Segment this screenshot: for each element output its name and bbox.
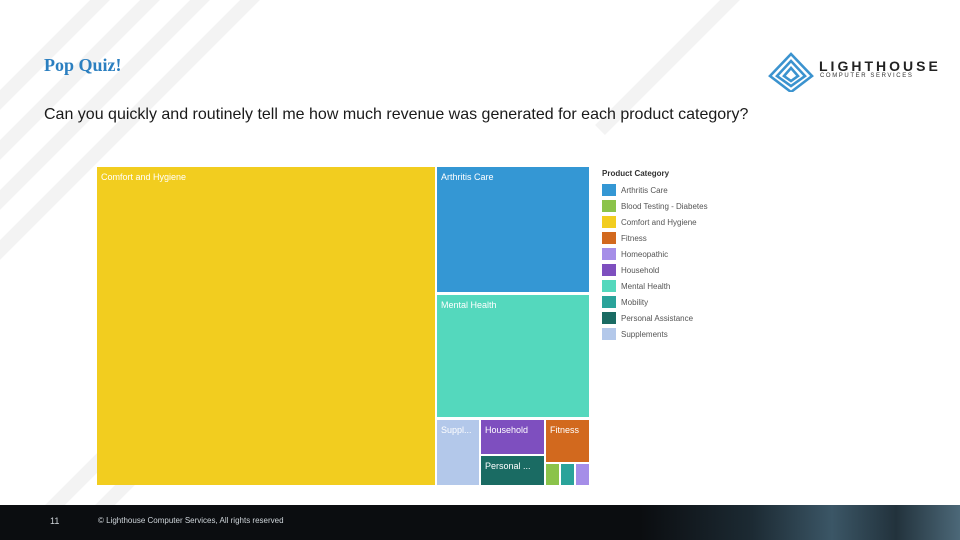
tile-label-household: Household [485,425,528,435]
tile-mental-health[interactable]: Mental Health [437,295,589,417]
tile-rect-arthritis-care[interactable] [437,167,589,292]
legend-item-fitness[interactable]: Fitness [602,230,708,246]
tile-supplements[interactable]: Suppl... [437,420,479,485]
legend-swatch [602,328,616,340]
tile-household[interactable]: Household [481,420,544,454]
tile-arthritis-care[interactable]: Arthritis Care [437,167,589,292]
legend-swatch [602,296,616,308]
legend-swatch [602,200,616,212]
tile-blood-testing-diabetes[interactable] [546,464,559,485]
tile-rect-comfort-and-hygiene[interactable] [97,167,435,485]
legend-item-blood-testing-diabetes[interactable]: Blood Testing - Diabetes [602,198,708,214]
legend-label: Fitness [621,233,647,243]
legend-swatch [602,312,616,324]
legend-swatch [602,184,616,196]
tile-label-mental-health: Mental Health [441,300,497,310]
legend-label: Blood Testing - Diabetes [621,201,708,211]
lighthouse-logo-icon [768,52,814,94]
logo-wordmark: LIGHTHOUSE [819,58,941,74]
legend-item-comfort-and-hygiene[interactable]: Comfort and Hygiene [602,214,708,230]
tile-rect-homeopathic[interactable] [576,464,589,485]
footer-bar: 11 © Lighthouse Computer Services, All r… [0,505,960,540]
tile-label-personal-assistance: Personal ... [485,461,531,471]
tile-personal-assistance[interactable]: Personal ... [481,456,544,485]
tile-comfort-and-hygiene[interactable]: Comfort and Hygiene [97,167,435,485]
legend-label: Arthritis Care [621,185,668,195]
legend-item-personal-assistance[interactable]: Personal Assistance [602,310,708,326]
tile-homeopathic[interactable] [576,464,589,485]
tile-rect-blood-testing-diabetes[interactable] [546,464,559,485]
tile-mobility[interactable] [561,464,574,485]
tile-label-arthritis-care: Arthritis Care [441,172,494,182]
footer-building-photo [640,505,960,540]
tile-rect-fitness[interactable] [546,420,589,462]
legend-item-homeopathic[interactable]: Homeopathic [602,246,708,262]
legend-item-mental-health[interactable]: Mental Health [602,278,708,294]
legend-label: Personal Assistance [621,313,694,323]
logo-subtitle: COMPUTER SERVICES [820,73,914,79]
legend-swatch [602,216,616,228]
tile-label-comfort-and-hygiene: Comfort and Hygiene [101,172,186,182]
tile-rect-household[interactable] [481,420,544,454]
legend-label: Homeopathic [621,249,669,259]
company-logo: LIGHTHOUSE COMPUTER SERVICES [766,48,938,94]
legend-item-household[interactable]: Household [602,262,708,278]
legend-item-arthritis-care[interactable]: Arthritis Care [602,182,708,198]
tile-label-fitness: Fitness [550,425,580,435]
legend-swatch [602,280,616,292]
legend-swatch [602,248,616,260]
legend-swatch [602,232,616,244]
legend-label: Mental Health [621,281,671,291]
quiz-question: Can you quickly and routinely tell me ho… [44,106,749,123]
copyright-text: © Lighthouse Computer Services, All righ… [98,516,284,525]
legend-label: Comfort and Hygiene [621,217,697,227]
legend-label: Household [621,265,660,275]
legend-swatch [602,264,616,276]
legend-item-mobility[interactable]: Mobility [602,294,708,310]
legend-label: Mobility [621,297,649,307]
revenue-treemap: Comfort and Hygiene Arthritis Care Mental … [97,167,589,485]
tile-rect-mobility[interactable] [561,464,574,485]
tile-rect-personal-assistance[interactable] [481,456,544,485]
legend-label: Supplements [621,329,668,339]
chart-legend: Product Category Arthritis Care Blood Tes… [602,169,708,342]
tile-rect-mental-health[interactable] [437,295,589,417]
page-number: 11 [50,516,60,526]
tile-label-supplements: Suppl... [441,425,472,435]
legend-title: Product Category [602,169,670,178]
slide-title: Pop Quiz! [44,55,122,75]
legend-item-supplements[interactable]: Supplements [602,326,708,342]
tile-fitness[interactable]: Fitness [546,420,589,462]
tile-rect-supplements[interactable] [437,420,479,485]
